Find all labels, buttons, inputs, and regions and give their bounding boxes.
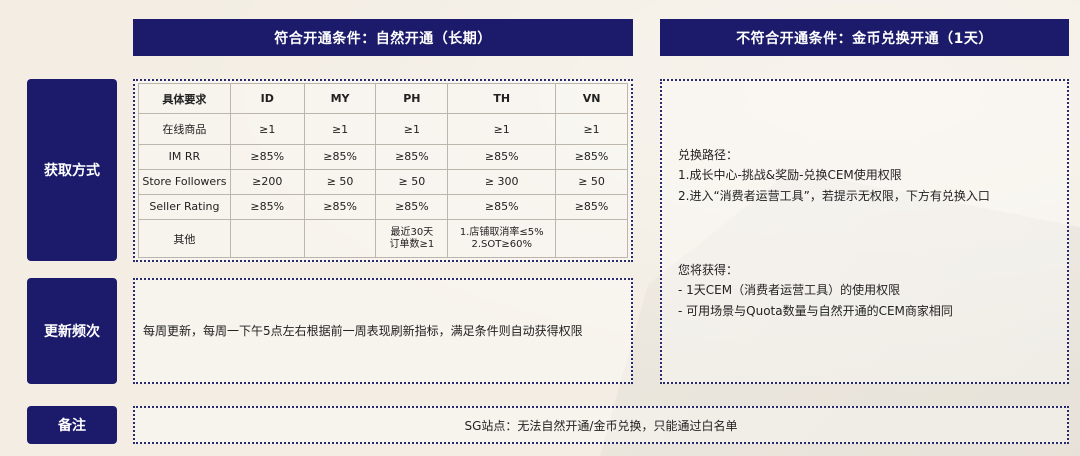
table-cell: ≥85% [447,193,557,221]
table-header-cell: 具体要求 [138,82,231,115]
table-cell: 1.店铺取消率≤5% 2.SOT≥60% [447,219,557,258]
table-row: 在线商品 ≥1 ≥1 ≥1 ≥1 ≥1 [138,113,628,145]
path-title: 兑换路径： [678,148,739,162]
path-step: 2.进入“消费者运营工具”，若提示无权限，下方有兑换入口 [678,188,990,203]
exchange-path: 兑换路径： 1.成长中心-挑战&奖励-兑换CEM使用权限 2.进入“消费者运营工… [678,145,990,206]
table-cell: ≥ 300 [447,168,557,195]
exchange-box [660,79,1069,384]
cell-line: 订单数≥1 [389,238,435,250]
gain-item: - 1天CEM（消费者运营工具）的使用权限 [678,283,901,298]
frequency-text: 每周更新，每周一下午5点左右根据前一周表现刷新指标，满足条件则自动获得权限 [143,324,583,338]
gain-list: 您将获得： - 1天CEM（消费者运营工具）的使用权限 - 可用场景与Quota… [678,260,953,321]
table-cell: ≥85% [555,143,628,170]
table-cell: ≥85% [229,143,305,170]
table-cell: Seller Rating [138,193,231,221]
cell-line: 最近30天 [390,226,434,238]
table-cell: ≥1 [555,113,628,145]
note-text: SG站点：无法自然开通/金币兑换，只能通过白名单 [464,418,738,433]
cell-line: 2.SOT≥60% [471,238,532,250]
gain-item: - 可用场景与Quota数量与自然开通的CEM商家相同 [678,303,953,318]
table-cell: ≥1 [229,113,305,145]
table-header-row: 具体要求 ID MY PH TH VN [138,82,628,115]
table-cell: ≥85% [229,193,305,221]
table-cell: ≥ 50 [375,168,449,195]
table-header-cell: VN [555,82,628,115]
table-cell: ≥1 [303,113,377,145]
table-cell [303,219,377,258]
path-step: 1.成长中心-挑战&奖励-兑换CEM使用权限 [678,168,902,183]
table-header-cell: ID [229,82,305,115]
table-row-other: 其他 最近30天 订单数≥1 1.店铺取消率≤5% 2.SOT≥60% [138,219,628,258]
table-cell: ≥85% [447,143,557,170]
row-label-method: 获取方式 [27,79,117,261]
table-cell: 在线商品 [138,113,231,145]
header-coin-exchange: 不符合开通条件：金币兑换开通（1天） [660,19,1069,56]
table-cell: ≥85% [303,143,377,170]
table-cell: ≥85% [375,143,449,170]
table-cell: ≥200 [229,168,305,195]
table-row: IM RR ≥85% ≥85% ≥85% ≥85% ≥85% [138,143,628,170]
note-box: SG站点：无法自然开通/金币兑换，只能通过白名单 [133,406,1069,444]
gain-title: 您将获得： [678,263,739,277]
table-cell [555,219,628,258]
frequency-box [133,278,633,384]
row-label-frequency: 更新频次 [27,278,117,384]
row-label-note: 备注 [27,406,117,444]
table-row: Seller Rating ≥85% ≥85% ≥85% ≥85% ≥85% [138,193,628,221]
table-header-cell: MY [303,82,377,115]
table-cell: IM RR [138,143,231,170]
table-header-cell: TH [447,82,557,115]
requirements-table: 具体要求 ID MY PH TH VN 在线商品 ≥1 ≥1 ≥1 ≥1 ≥1 … [138,82,628,258]
table-header-cell: PH [375,82,449,115]
table-row: Store Followers ≥200 ≥ 50 ≥ 50 ≥ 300 ≥ 5… [138,168,628,195]
table-cell: ≥1 [375,113,449,145]
table-cell: ≥85% [555,193,628,221]
table-cell: 其他 [138,219,231,258]
cell-line: 1.店铺取消率≤5% [459,226,544,238]
table-cell: ≥85% [303,193,377,221]
header-natural-open: 符合开通条件：自然开通（长期） [133,19,633,56]
table-cell: ≥ 50 [303,168,377,195]
table-cell: 最近30天 订单数≥1 [375,219,449,258]
table-cell [229,219,305,258]
table-cell: Store Followers [138,168,231,195]
table-cell: ≥85% [375,193,449,221]
table-cell: ≥ 50 [555,168,628,195]
table-cell: ≥1 [447,113,557,145]
